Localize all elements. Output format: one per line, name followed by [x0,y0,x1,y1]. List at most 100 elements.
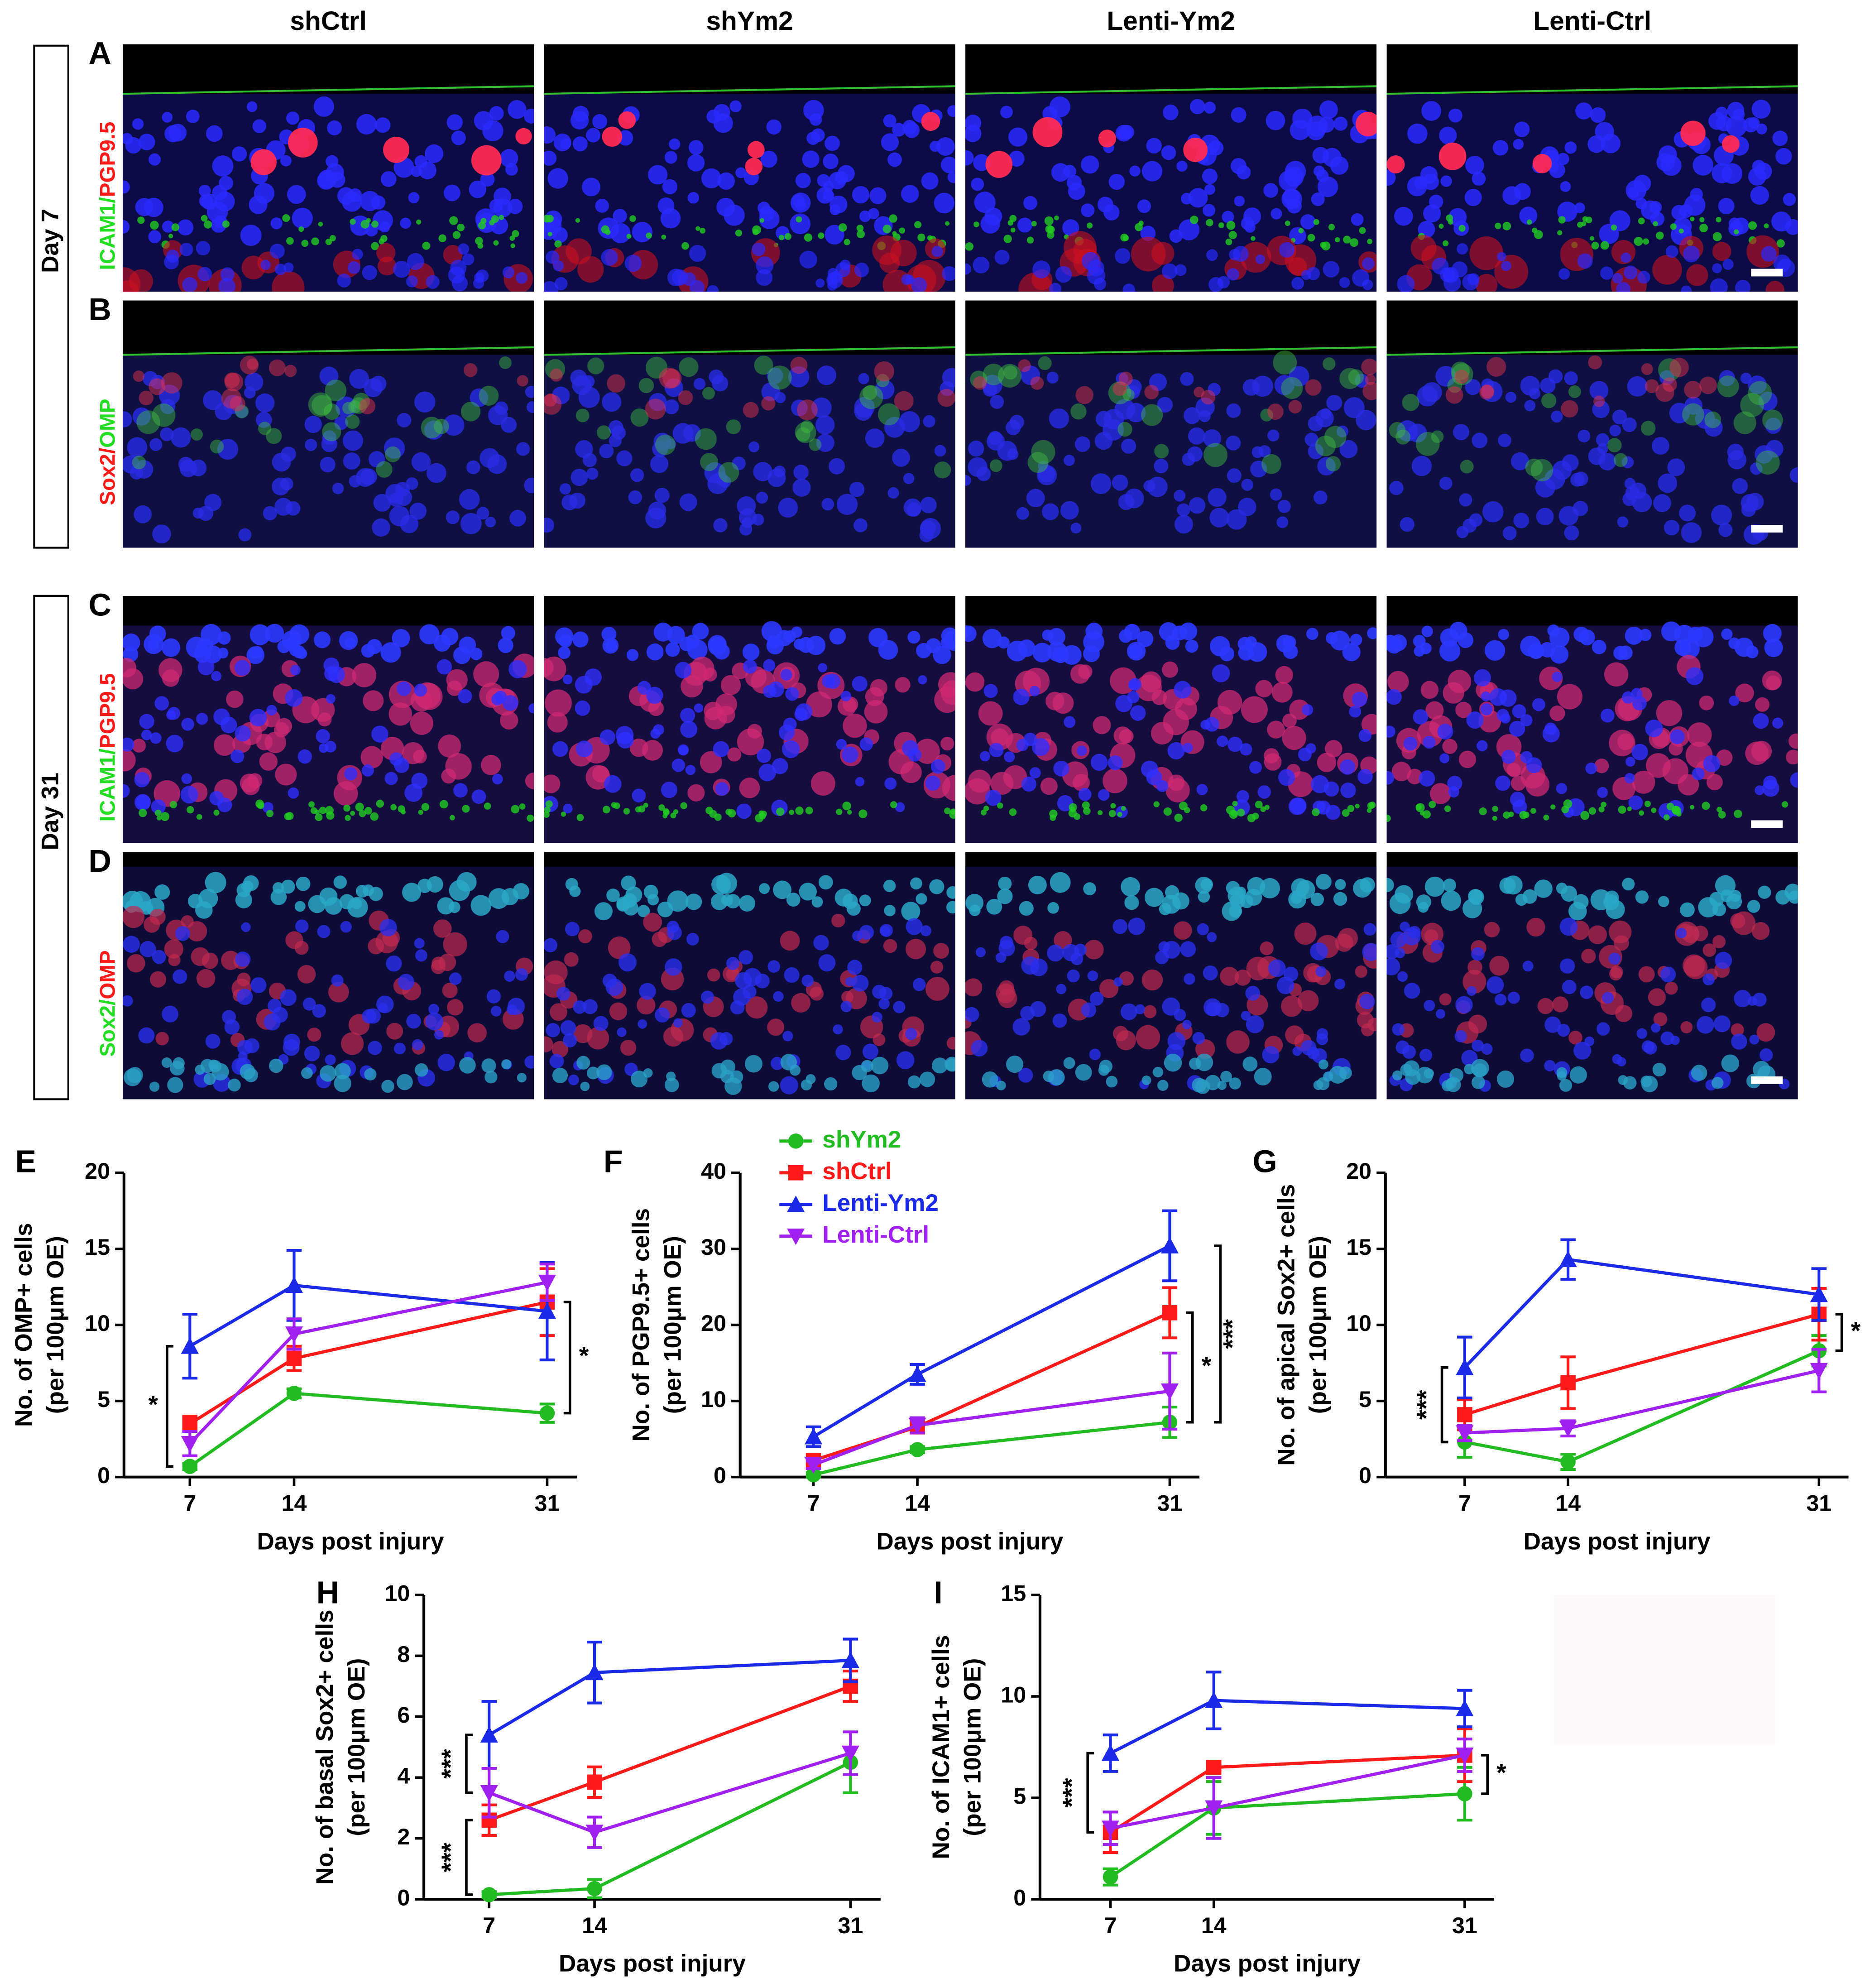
cell [122,906,144,928]
cell [582,375,595,388]
cell [1690,805,1694,809]
cell [1679,229,1684,234]
cell [303,998,316,1011]
cell [1750,186,1769,205]
cell [1544,723,1557,735]
y-tick-label: 8 [397,1641,410,1667]
cell [1031,376,1044,390]
cell [482,120,503,141]
cell [501,1059,511,1069]
cell [1489,688,1507,706]
y-tick-label: 10 [1346,1310,1371,1336]
cell [664,399,679,414]
cell [1680,1021,1693,1033]
cell [226,691,243,708]
cell [1115,248,1130,264]
significance-label: *** [436,1843,465,1873]
cell [209,791,224,806]
cell [488,405,508,425]
cell [1397,275,1414,293]
y-tick-label: 10 [1001,1681,1026,1707]
cell [1711,504,1732,525]
cell [1693,626,1714,647]
cell [426,275,440,289]
scale-bar [1751,820,1783,828]
cell [1492,816,1497,821]
cell [852,975,868,992]
cell [884,778,897,790]
cell [467,1023,487,1042]
cell [1443,267,1459,283]
cell [548,168,568,188]
cell [617,1028,626,1037]
cell [441,768,456,783]
cell [1561,400,1578,418]
cell [1614,453,1628,467]
cell [817,365,836,385]
cell [1387,155,1405,173]
cell [235,725,251,742]
y-tick-label: 5 [1359,1386,1371,1412]
cell [818,232,824,239]
cell [304,1046,320,1061]
cell [1701,998,1716,1012]
cell [516,442,530,456]
cell [1227,221,1236,230]
cell [1245,636,1256,648]
cell [462,805,470,812]
cell [1502,186,1521,205]
cell [1220,967,1239,986]
cell [695,428,717,450]
cell [743,402,759,418]
cell [1298,990,1319,1012]
cell [447,999,463,1015]
cell [415,155,427,168]
cell [1683,954,1705,976]
cell [806,132,820,145]
cell [1190,216,1199,224]
cell [1276,516,1288,528]
marker [1206,1760,1222,1775]
cell [806,807,813,814]
cell [280,989,297,1006]
marker [587,1775,602,1790]
cell [1772,130,1788,146]
cell [1656,231,1664,240]
cell [774,466,786,477]
cell [694,378,705,390]
cell [1179,802,1188,810]
cell [383,137,409,163]
cell [285,689,302,707]
cell [1192,1078,1206,1092]
y-tick-label: 40 [701,1158,726,1184]
cell [1595,122,1614,141]
cell [1544,1060,1555,1071]
cell [569,886,580,897]
cell [1686,667,1703,685]
cell [1462,899,1482,918]
cell [1017,217,1032,232]
cell [511,805,519,813]
cell [801,1080,812,1090]
cell [689,140,704,155]
cell [908,1076,921,1089]
cell [278,640,291,653]
cell [1581,949,1596,963]
cell [671,812,676,818]
cell [681,242,689,250]
cell [642,740,663,761]
cell [1091,473,1112,494]
marker [788,1133,804,1149]
y-axis-label: (per 100μm OE) [959,1658,986,1836]
cell [736,803,752,819]
cell [1485,640,1505,661]
cell [204,1073,216,1085]
cell [997,888,1012,904]
cell [984,684,998,698]
stain-part: ICAM1/ [96,197,120,270]
cell [1564,525,1579,540]
cell [1550,804,1555,809]
cell [149,438,162,451]
cell [281,447,296,461]
cell [1392,1023,1405,1036]
